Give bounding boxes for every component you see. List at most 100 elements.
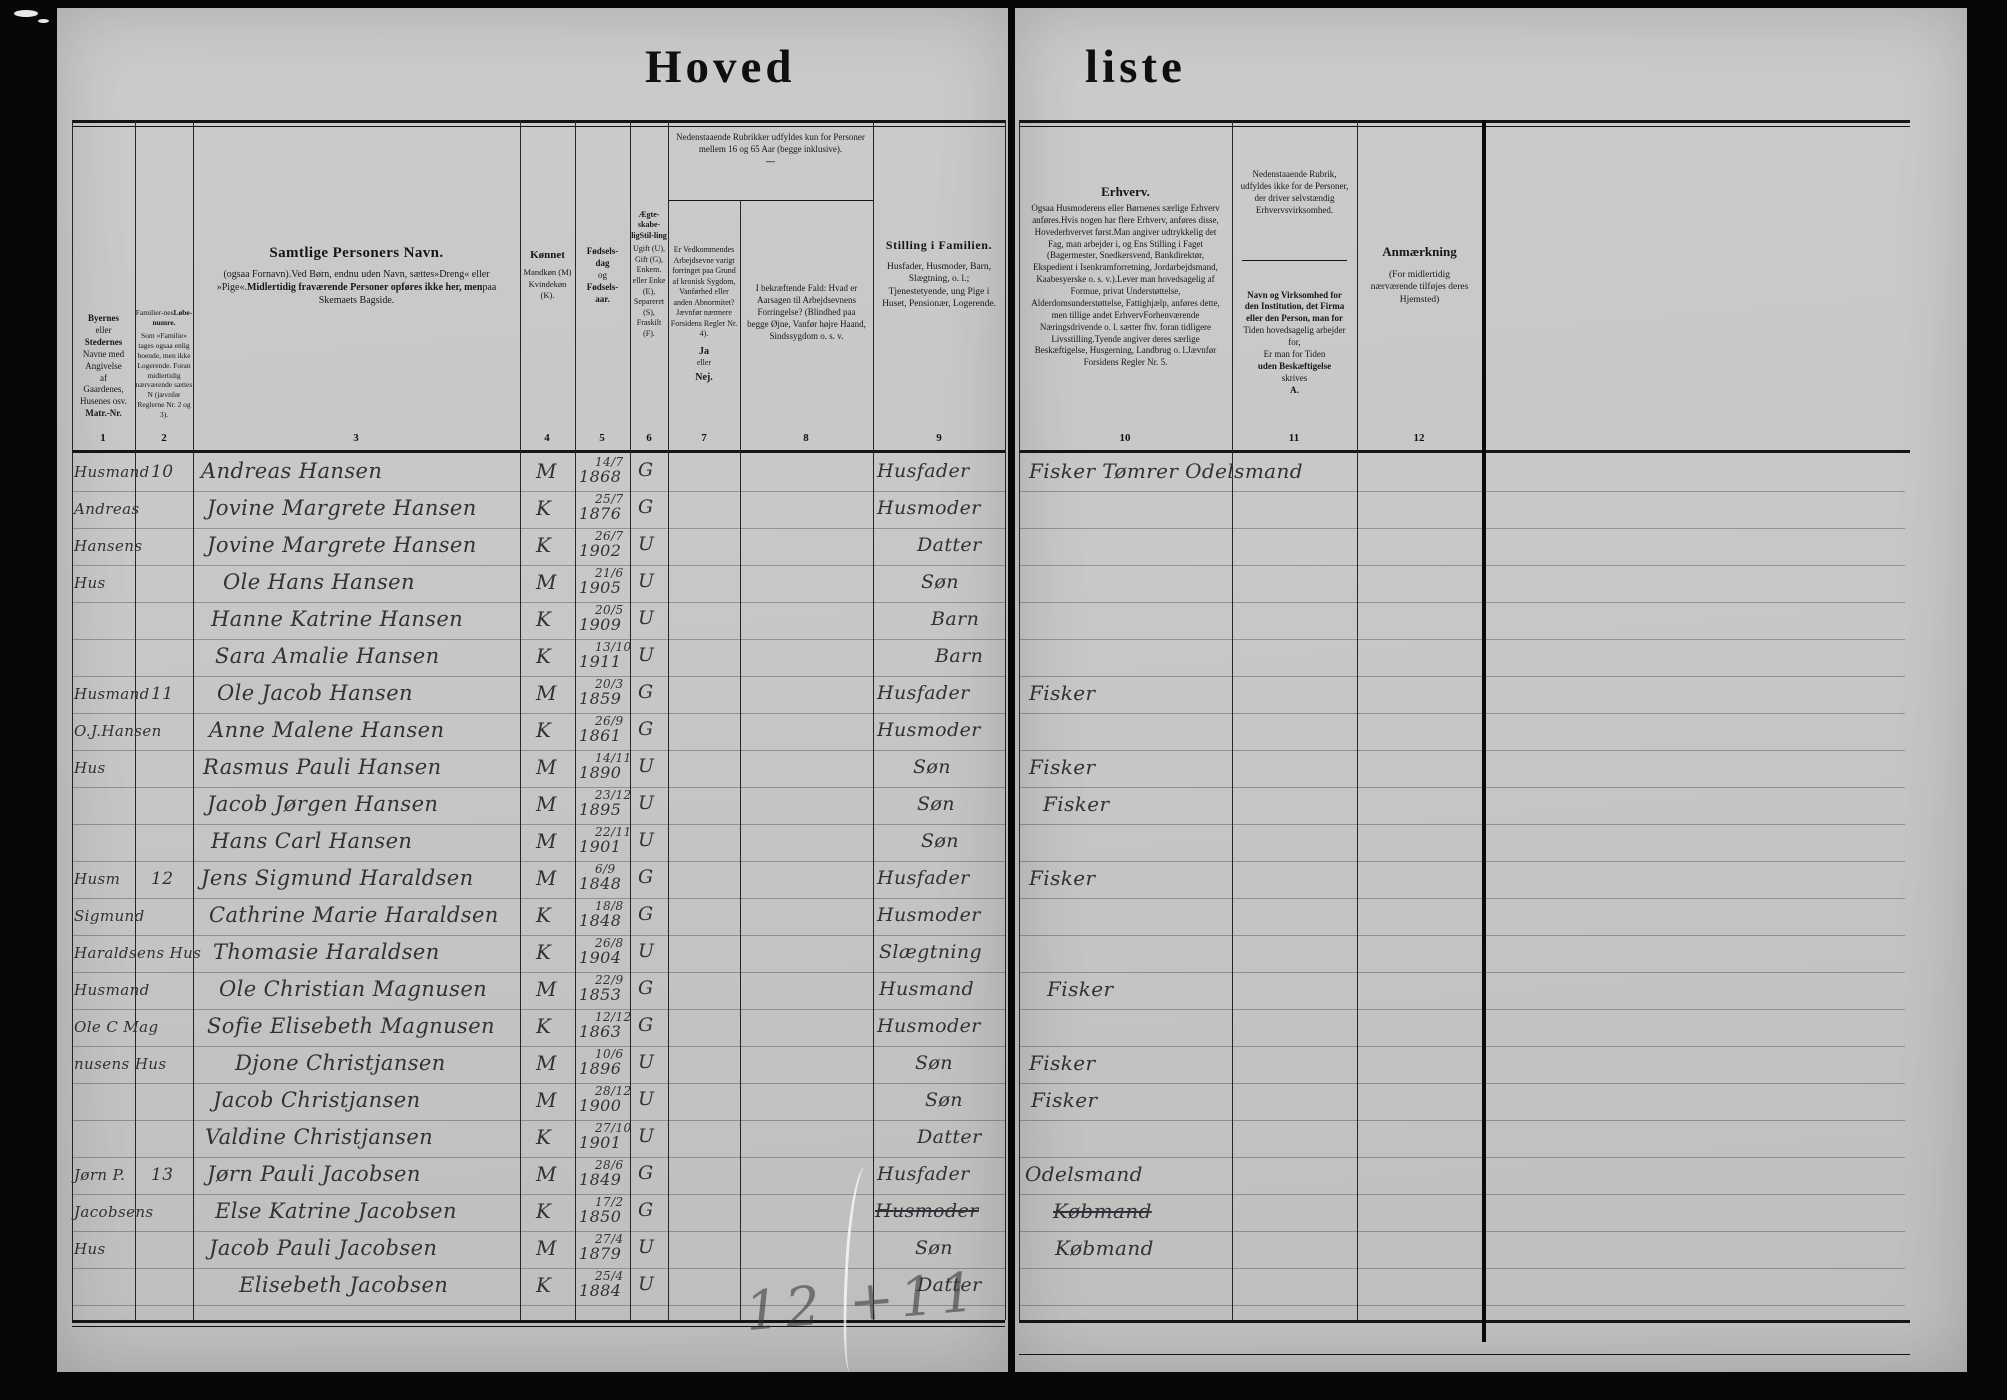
remark-cell — [1357, 529, 1482, 565]
occupation-cell: Fisker — [1047, 977, 1114, 1001]
column-number-12: 12 — [1413, 432, 1425, 444]
birth-day: 13/10 — [595, 640, 632, 654]
form-title-left: Hoved — [645, 41, 796, 93]
occupation-cell: Fisker — [1043, 792, 1110, 816]
header-line: Angivelse — [85, 360, 122, 371]
occupation-cell — [1019, 714, 1232, 750]
occupation-cell — [1019, 936, 1232, 972]
column-number-2: 2 — [161, 432, 167, 444]
header-line: (ogsaa Fornavn). — [223, 269, 292, 281]
birth-day: 25/4 — [595, 1269, 624, 1283]
family-number-cell — [135, 1195, 193, 1231]
name-cell: Ole Christian Magnusen — [219, 977, 488, 1001]
name-cell: Elisebeth Jacobsen — [239, 1273, 449, 1297]
birth-year: 1863 — [579, 1022, 622, 1041]
birthdate-cell: 14/7 1868 — [575, 455, 630, 491]
birth-year: 1904 — [579, 948, 622, 967]
family-position-cell: Husmoder — [877, 497, 981, 519]
occupation-cell: Fisker — [1029, 681, 1096, 705]
header-rule — [72, 120, 1005, 123]
family-number-cell — [135, 973, 193, 1009]
family-number-cell — [135, 899, 193, 935]
remark-cell — [1357, 492, 1482, 528]
ability-cell — [668, 936, 740, 972]
remark-cell — [1357, 788, 1482, 824]
number-row-rule — [72, 450, 1005, 453]
family-position-cell: Datter — [917, 1274, 982, 1296]
table-row: Jacob Jørgen Hansen M 23/12 1895 U Søn — [72, 788, 1005, 825]
ability-cell — [668, 788, 740, 824]
birthdate-cell: 28/12 1900 — [575, 1084, 631, 1120]
employer-cell — [1232, 973, 1357, 1009]
family-number-cell — [135, 566, 193, 602]
header-age-span-note: Nedenstaaende Rubrikker udfyldes kun for… — [668, 126, 873, 200]
nej-label: Nej. — [695, 371, 713, 383]
column-number-3: 3 — [353, 432, 359, 444]
column-line — [630, 120, 631, 1320]
name-cell: Rasmus Pauli Hansen — [203, 755, 442, 779]
margin-cell — [1482, 1195, 1905, 1231]
employer-cell — [1232, 1010, 1357, 1046]
header-line: A. — [1290, 384, 1299, 395]
cause-cell — [740, 677, 873, 713]
marital-cell: U — [638, 644, 655, 666]
marital-cell: U — [638, 1125, 655, 1147]
marital-cell: G — [638, 1199, 654, 1221]
employer-cell — [1232, 1121, 1357, 1157]
header-place: Byernes eller Stedernes Navne med Angivelse a… — [72, 126, 135, 426]
header-line: Tiden hovedsagelig arbejder — [1243, 325, 1346, 336]
cause-cell — [740, 455, 873, 491]
family-position-cell: Søn — [921, 830, 959, 852]
table-bottom-rule — [1019, 1320, 1910, 1323]
family-position-cell: Datter — [917, 534, 982, 556]
marital-cell: U — [638, 1051, 655, 1073]
column-line — [873, 120, 874, 1320]
header-sex-note: Mandkøn (M) Kvindekøn (K). — [523, 267, 572, 300]
place-cell: Husmand — [74, 685, 150, 703]
family-position-cell: Søn — [913, 756, 951, 778]
birth-year: 1901 — [579, 837, 622, 856]
marital-cell: U — [638, 1088, 655, 1110]
place-cell — [72, 640, 135, 676]
employer-cell — [1232, 1158, 1357, 1194]
span-note-text: Nedenstaaende Rubrikker udfyldes kun for… — [676, 132, 865, 154]
family-number-cell: 12 — [151, 869, 174, 889]
cause-cell — [740, 973, 873, 1009]
birthdate-cell: 26/9 1861 — [575, 714, 630, 750]
margin-cell — [1482, 751, 1905, 787]
table-row: Fisker — [1019, 862, 1905, 899]
family-number-cell — [135, 1047, 193, 1083]
ability-cell — [668, 751, 740, 787]
header-line: eller den Person, man for — [1245, 313, 1344, 324]
marital-cell: U — [638, 607, 655, 629]
cause-cell — [740, 936, 873, 972]
ability-cell — [668, 529, 740, 565]
header-line: Løbe- — [173, 308, 193, 318]
place-cell — [72, 603, 135, 639]
employer-cell — [1232, 936, 1357, 972]
ability-cell — [668, 899, 740, 935]
family-position-cell: Datter — [917, 1126, 982, 1148]
marital-cell: U — [638, 792, 655, 814]
place-cell: Jacobsens — [74, 1203, 154, 1221]
birth-day: 17/2 — [595, 1195, 624, 1209]
header-sex: Kønnet Mandkøn (M) Kvindekøn (K). — [520, 126, 575, 426]
family-position-cell: Søn — [925, 1089, 963, 1111]
employer-cell — [1232, 677, 1357, 713]
table-row — [1019, 936, 1905, 973]
ability-cell — [668, 1084, 740, 1120]
family-number-cell: 13 — [151, 1165, 174, 1185]
birth-year: 1905 — [579, 578, 622, 597]
birth-year: 1911 — [579, 652, 622, 671]
table-row: Ole C Mag Sofie Elisebeth Magnusen K 12/… — [72, 1010, 1005, 1047]
marital-cell: G — [638, 1014, 654, 1036]
header-line: numre. — [152, 318, 176, 328]
column-line — [1357, 120, 1358, 1320]
birth-year: 1876 — [579, 504, 622, 523]
birthdate-cell: 26/7 1902 — [575, 529, 630, 565]
table-row — [1019, 1121, 1905, 1158]
birthdate-cell: 20/5 1909 — [575, 603, 630, 639]
family-position-cell: Husmoder — [877, 904, 981, 926]
employer-cell — [1232, 788, 1357, 824]
place-cell: Husmand — [74, 463, 150, 481]
